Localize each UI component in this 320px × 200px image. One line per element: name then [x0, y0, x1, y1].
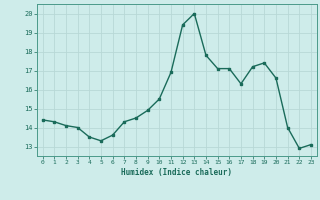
- X-axis label: Humidex (Indice chaleur): Humidex (Indice chaleur): [121, 168, 232, 177]
